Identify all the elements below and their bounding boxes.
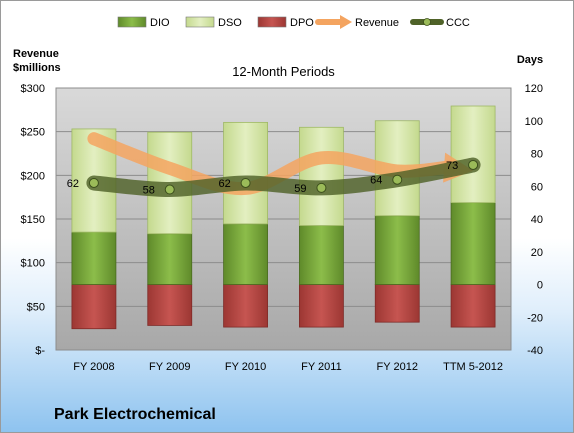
legend-label-dpo: DPO <box>290 17 314 29</box>
bar-dpo <box>450 284 496 328</box>
bar-dio <box>71 231 117 285</box>
left-tick-label: $100 <box>21 258 45 270</box>
right-tick-label: 20 <box>531 247 543 259</box>
bar-dpo <box>71 284 117 330</box>
bar-dio <box>147 233 193 285</box>
right-tick-label: 0 <box>537 280 543 292</box>
ccc-point <box>468 159 479 170</box>
left-tick-label: $200 <box>21 170 45 182</box>
ccc-point <box>164 184 175 195</box>
ccc-point <box>88 177 99 188</box>
x-tick-label: FY 2009 <box>149 361 190 373</box>
chart-title: 12-Month Periods <box>232 64 335 79</box>
bar-dpo <box>299 284 344 328</box>
bar-dio <box>374 215 420 285</box>
left-tick-label: $250 <box>21 127 45 139</box>
bar-dpo <box>223 284 268 328</box>
ccc-data-label: 64 <box>370 175 382 187</box>
bar-dso <box>450 105 496 204</box>
legend-arrowhead-revenue <box>340 15 352 29</box>
legend-label-revenue: Revenue <box>355 17 399 29</box>
left-axis-label-line1: Revenue <box>13 48 59 60</box>
bar-dpo <box>147 284 193 326</box>
right-tick-label: 100 <box>525 116 543 128</box>
right-axis-label: Days <box>517 54 543 66</box>
legend-swatch-dio <box>117 16 147 28</box>
ccc-data-label: 73 <box>446 160 458 172</box>
left-tick-label: $50 <box>27 301 45 313</box>
x-tick-label: FY 2012 <box>377 361 418 373</box>
ccc-data-label: 62 <box>67 178 79 190</box>
x-tick-label: FY 2008 <box>73 361 114 373</box>
x-tick-label: TTM 5-2012 <box>443 361 503 373</box>
right-tick-label: -40 <box>527 345 543 357</box>
ccc-data-label: 62 <box>218 178 230 190</box>
right-tick-label: 40 <box>531 214 543 226</box>
legend-swatch-dpo <box>257 16 287 28</box>
bar-dio <box>223 223 268 285</box>
left-tick-label: $- <box>35 345 45 357</box>
left-axis-label-line2: $millions <box>13 62 61 74</box>
right-tick-label: 60 <box>531 181 543 193</box>
ccc-point <box>392 174 403 185</box>
right-tick-label: -20 <box>527 312 543 324</box>
ccc-point <box>316 182 327 193</box>
bar-dio <box>450 202 496 285</box>
bar-dso <box>299 126 344 226</box>
company-name: Park Electrochemical <box>54 406 216 423</box>
bar-dpo <box>374 284 420 323</box>
x-tick-label: FY 2010 <box>225 361 266 373</box>
x-tick-label: FY 2011 <box>301 361 342 373</box>
left-tick-label: $300 <box>21 83 45 95</box>
legend-marker-ccc <box>423 18 431 26</box>
ccc-data-label: 58 <box>143 185 155 197</box>
right-tick-label: 80 <box>531 149 543 161</box>
ccc-data-label: 59 <box>294 183 306 195</box>
ccc-point <box>240 177 251 188</box>
legend-label-dio: DIO <box>150 17 170 29</box>
legend-swatch-dso <box>185 16 215 28</box>
ccc-line <box>86 157 481 198</box>
bar-dso <box>223 121 268 225</box>
bar-dio <box>299 225 344 285</box>
right-tick-label: 120 <box>525 83 543 95</box>
legend-label-dso: DSO <box>218 17 242 29</box>
left-tick-label: $150 <box>21 214 45 226</box>
legend-label-ccc: CCC <box>446 17 470 29</box>
